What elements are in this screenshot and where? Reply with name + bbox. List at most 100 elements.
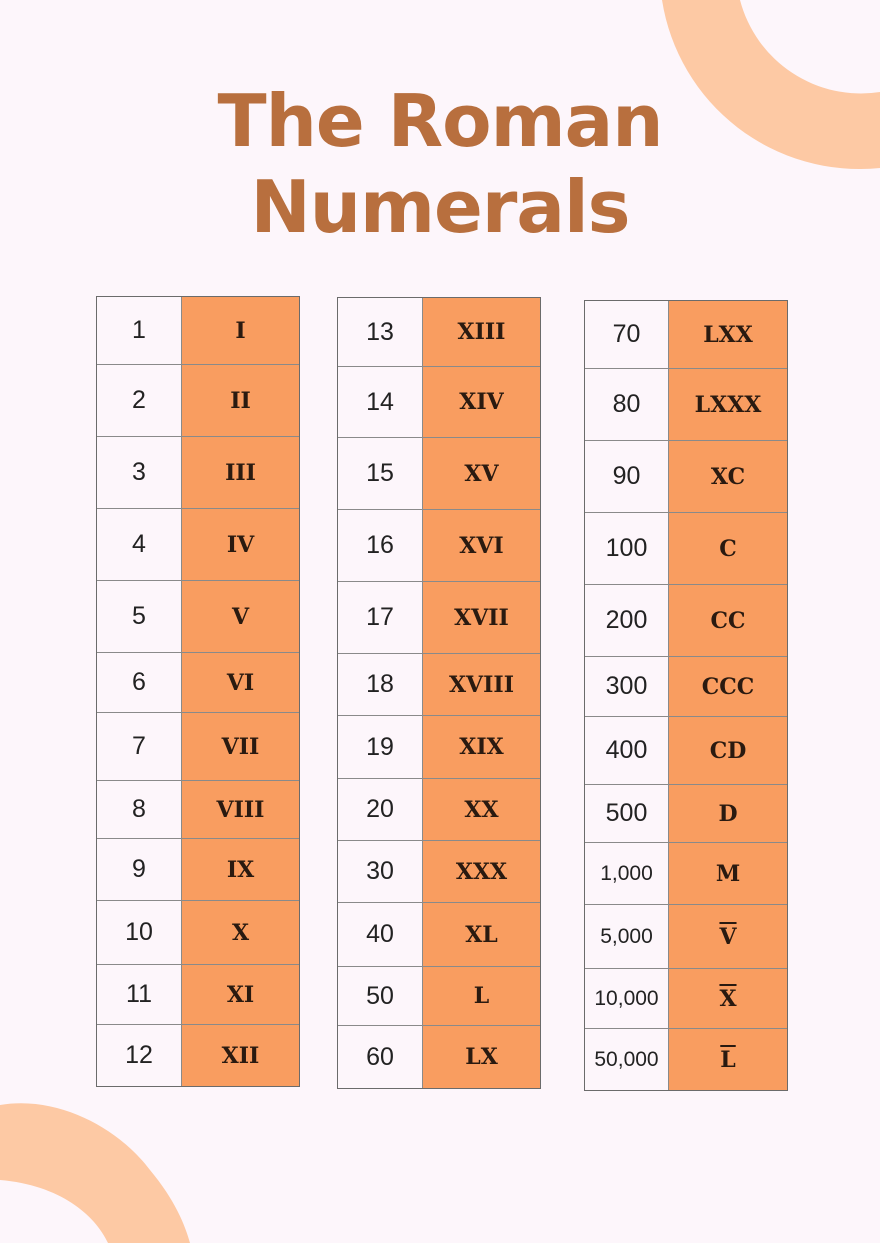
- arabic-number-cell: 17: [338, 582, 423, 653]
- arabic-number-cell: 20: [338, 779, 423, 840]
- arabic-number-cell: 12: [97, 1025, 182, 1086]
- roman-numeral-cell: CC: [669, 585, 787, 656]
- roman-numeral-cell: L: [423, 967, 540, 1025]
- arabic-number-cell: 1: [97, 297, 182, 364]
- roman-numeral-cell: III: [182, 437, 299, 508]
- arabic-number-cell: 19: [338, 716, 423, 778]
- table-row: 1,000 M: [585, 843, 787, 905]
- table-row: 3 III: [97, 437, 299, 509]
- roman-numeral-cell: XVII: [423, 582, 540, 653]
- table-row: 19 XIX: [338, 716, 540, 779]
- arabic-number-cell: 400: [585, 717, 669, 784]
- roman-numeral-cell: XVIII: [423, 654, 540, 715]
- arabic-number-cell: 90: [585, 441, 669, 512]
- table-row: 80 LXXX: [585, 369, 787, 441]
- roman-numeral-cell: X: [669, 969, 787, 1028]
- roman-numeral-cell: VI: [182, 653, 299, 712]
- arabic-number-cell: 50,000: [585, 1029, 669, 1090]
- table-row: 4 IV: [97, 509, 299, 581]
- arabic-number-cell: 16: [338, 510, 423, 581]
- table-row: 20 XX: [338, 779, 540, 841]
- roman-numeral-cell: XX: [423, 779, 540, 840]
- roman-numeral-cell: D: [669, 785, 787, 842]
- roman-numeral-cell: CCC: [669, 657, 787, 716]
- table-row: 70 LXX: [585, 301, 787, 369]
- roman-numeral-cell: XIII: [423, 298, 540, 366]
- table-row: 7 VII: [97, 713, 299, 781]
- roman-numeral-cell: V: [182, 581, 299, 652]
- arabic-number-cell: 300: [585, 657, 669, 716]
- roman-numeral-cell: LX: [423, 1026, 540, 1088]
- table-row: 500 D: [585, 785, 787, 843]
- table-row: 18 XVIII: [338, 654, 540, 716]
- numerals-table-1: 1 I 2 II 3 III 4 IV 5 V 6 VI 7 VII 8 VIII 9 IX 10 X 11 XI 12 XI…: [96, 296, 300, 1087]
- page-title: The Roman Numerals: [217, 79, 663, 249]
- arabic-number-cell: 3: [97, 437, 182, 508]
- roman-numeral-cell: XIV: [423, 367, 540, 437]
- arabic-number-cell: 5,000: [585, 905, 669, 968]
- arabic-number-cell: 13: [338, 298, 423, 366]
- table-row: 100 C: [585, 513, 787, 585]
- arabic-number-cell: 6: [97, 653, 182, 712]
- table-row: 16 XVI: [338, 510, 540, 582]
- roman-numeral-cell: C: [669, 513, 787, 584]
- arabic-number-cell: 10: [97, 901, 182, 964]
- roman-numeral-cell: XXX: [423, 841, 540, 902]
- roman-numeral-cell: IX: [182, 839, 299, 900]
- roman-numeral-cell: XVI: [423, 510, 540, 581]
- roman-numeral-cell: XC: [669, 441, 787, 512]
- roman-numeral-cell: CD: [669, 717, 787, 784]
- roman-numeral-cell: VIII: [182, 781, 299, 838]
- table-row: 17 XVII: [338, 582, 540, 654]
- arabic-number-cell: 14: [338, 367, 423, 437]
- table-row: 12 XII: [97, 1025, 299, 1086]
- arabic-number-cell: 11: [97, 965, 182, 1024]
- table-row: 50,000 L: [585, 1029, 787, 1090]
- arabic-number-cell: 30: [338, 841, 423, 902]
- table-row: 200 CC: [585, 585, 787, 657]
- arabic-number-cell: 5: [97, 581, 182, 652]
- arabic-number-cell: 40: [338, 903, 423, 966]
- roman-numeral-cell: I: [182, 297, 299, 364]
- roman-numeral-cell: IV: [182, 509, 299, 580]
- table-row: 6 VI: [97, 653, 299, 713]
- table-row: 13 XIII: [338, 298, 540, 367]
- roman-numeral-cell: XIX: [423, 716, 540, 778]
- arabic-number-cell: 60: [338, 1026, 423, 1088]
- table-row: 5,000 V: [585, 905, 787, 969]
- numerals-table-2: 13 XIII 14 XIV 15 XV 16 XVI 17 XVII 18 XVIII 19 XIX 20…: [337, 297, 541, 1089]
- arabic-number-cell: 7: [97, 713, 182, 780]
- arabic-number-cell: 70: [585, 301, 669, 368]
- arabic-number-cell: 15: [338, 438, 423, 509]
- table-row: 30 XXX: [338, 841, 540, 903]
- table-row: 40 XL: [338, 903, 540, 967]
- table-row: 14 XIV: [338, 367, 540, 438]
- table-row: 50 L: [338, 967, 540, 1026]
- table-row: 60 LX: [338, 1026, 540, 1088]
- arabic-number-cell: 10,000: [585, 969, 669, 1028]
- arabic-number-cell: 2: [97, 365, 182, 436]
- arabic-number-cell: 500: [585, 785, 669, 842]
- table-row: 2 II: [97, 365, 299, 437]
- roman-numeral-cell: XII: [182, 1025, 299, 1086]
- roman-numeral-cell: LXXX: [669, 369, 787, 440]
- arabic-number-cell: 8: [97, 781, 182, 838]
- roman-numeral-cell: XL: [423, 903, 540, 966]
- arabic-number-cell: 100: [585, 513, 669, 584]
- table-row: 8 VIII: [97, 781, 299, 839]
- numerals-table-3: 70 LXX 80 LXXX 90 XC 100 C 200 CC 300 CCC 400 CD 500 D 1…: [584, 300, 788, 1091]
- roman-numeral-cell: V: [669, 905, 787, 968]
- table-row: 15 XV: [338, 438, 540, 510]
- roman-numeral-cell: LXX: [669, 301, 787, 368]
- arabic-number-cell: 9: [97, 839, 182, 900]
- roman-numeral-cell: VII: [182, 713, 299, 780]
- roman-numeral-cell: L: [669, 1029, 787, 1090]
- table-row: 90 XC: [585, 441, 787, 513]
- arabic-number-cell: 1,000: [585, 843, 669, 904]
- table-row: 11 XI: [97, 965, 299, 1025]
- arabic-number-cell: 4: [97, 509, 182, 580]
- roman-numeral-cell: XV: [423, 438, 540, 509]
